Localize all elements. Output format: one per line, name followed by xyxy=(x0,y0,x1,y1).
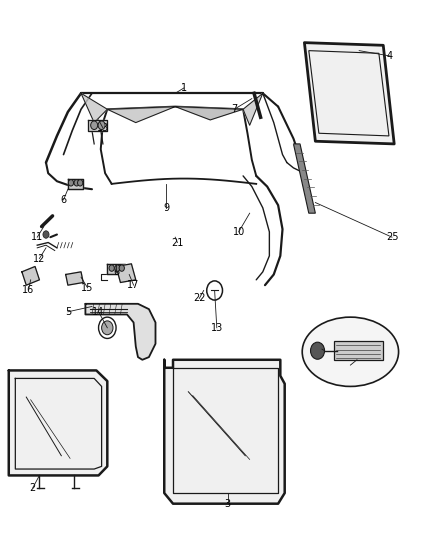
Text: 2: 2 xyxy=(30,483,36,492)
Polygon shape xyxy=(175,107,243,120)
Circle shape xyxy=(115,265,120,271)
Text: 9: 9 xyxy=(163,203,170,213)
Polygon shape xyxy=(293,144,315,213)
Text: 23: 23 xyxy=(316,344,328,354)
Text: 11: 11 xyxy=(31,232,43,242)
Polygon shape xyxy=(243,93,263,125)
Circle shape xyxy=(78,180,83,186)
Polygon shape xyxy=(116,264,136,282)
Polygon shape xyxy=(22,266,39,285)
Text: 12: 12 xyxy=(33,254,46,263)
Text: 10: 10 xyxy=(233,227,245,237)
Polygon shape xyxy=(9,370,107,475)
Text: 17: 17 xyxy=(127,280,140,290)
Polygon shape xyxy=(81,93,107,123)
Text: 7: 7 xyxy=(231,104,237,114)
Ellipse shape xyxy=(302,317,399,386)
Polygon shape xyxy=(88,120,107,131)
Text: 6: 6 xyxy=(60,195,67,205)
Circle shape xyxy=(74,180,79,186)
Polygon shape xyxy=(68,179,83,189)
Polygon shape xyxy=(85,304,155,360)
Circle shape xyxy=(102,321,113,335)
Text: 3: 3 xyxy=(225,499,231,508)
Text: 16: 16 xyxy=(22,286,35,295)
Polygon shape xyxy=(334,341,383,360)
Text: 13: 13 xyxy=(97,123,109,133)
Text: 15: 15 xyxy=(81,283,94,293)
Text: 21: 21 xyxy=(171,238,184,247)
Text: 4: 4 xyxy=(387,51,393,61)
Circle shape xyxy=(43,231,49,238)
Circle shape xyxy=(98,121,105,130)
Text: 6: 6 xyxy=(113,267,119,277)
Circle shape xyxy=(68,180,74,186)
Polygon shape xyxy=(107,107,175,123)
Polygon shape xyxy=(164,360,285,504)
Text: 5: 5 xyxy=(65,307,71,317)
Circle shape xyxy=(119,265,124,271)
Text: 22: 22 xyxy=(193,294,205,303)
Text: 14: 14 xyxy=(92,307,105,317)
Circle shape xyxy=(91,121,98,130)
Polygon shape xyxy=(107,264,125,274)
Text: 1: 1 xyxy=(181,83,187,93)
Polygon shape xyxy=(66,272,83,285)
Polygon shape xyxy=(304,43,394,144)
Text: 25: 25 xyxy=(386,232,398,242)
Text: 13: 13 xyxy=(211,323,223,333)
Circle shape xyxy=(109,265,114,271)
Circle shape xyxy=(311,342,325,359)
Polygon shape xyxy=(304,43,394,144)
Text: 24: 24 xyxy=(344,360,357,370)
